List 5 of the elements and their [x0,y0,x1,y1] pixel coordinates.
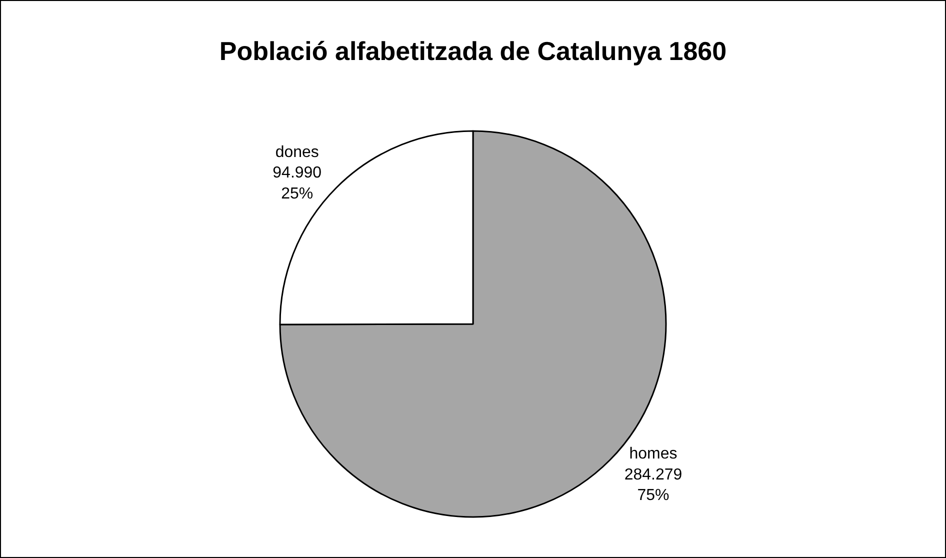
slice-label: homes [629,446,678,463]
chart-title: Població alfabetitzada de Catalunya 1860 [219,36,727,66]
data-label: 94.990 25% [272,164,322,202]
slice-label: dones [275,144,319,161]
data-label: 284.279 75% [624,466,682,504]
